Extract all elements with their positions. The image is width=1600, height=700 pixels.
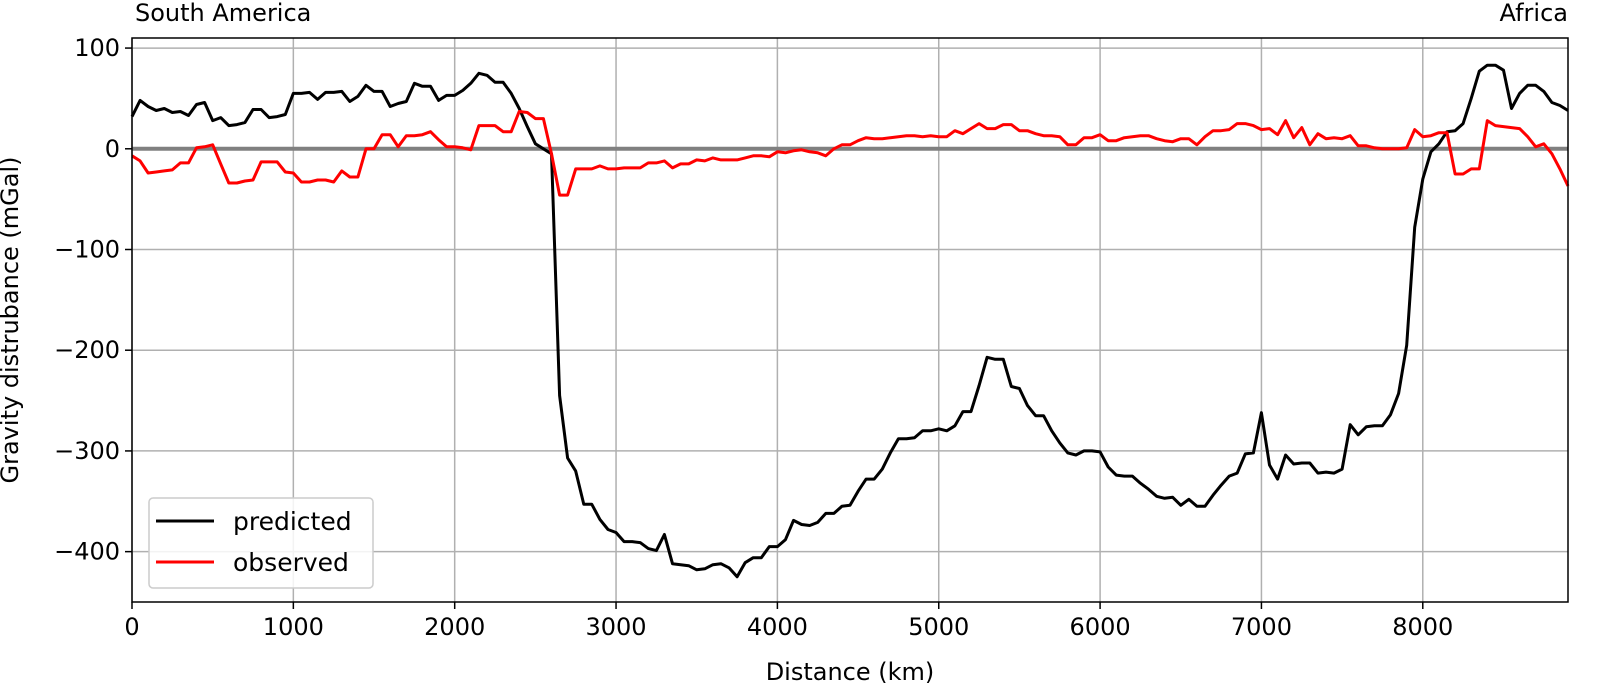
y-tick-label: −200 [54,336,120,364]
y-tick-label: −400 [54,538,120,566]
series-lines [130,63,1570,579]
x-tick-label: 6000 [1070,613,1131,641]
y-tick-label: −300 [54,437,120,465]
x-axis-label: Distance (km) [766,658,935,686]
plot-frame [131,37,1569,603]
x-tick-label: 8000 [1392,613,1453,641]
x-ticks: 0 1000 2000 3000 4000 5000 6000 7000 8000 [124,602,1453,641]
right-region-label: Africa [1500,0,1568,27]
series-line-observed [131,110,1570,197]
x-tick-label: 7000 [1231,613,1292,641]
x-tick-label: 1000 [263,613,324,641]
x-tick-label: 2000 [424,613,485,641]
legend-label-predicted: predicted [233,507,352,536]
x-tick-label: 5000 [908,613,969,641]
y-tick-label: 100 [74,34,120,62]
legend-label-observed: observed [233,548,349,577]
series-line-predicted [130,63,1569,579]
x-tick-label: 4000 [747,613,808,641]
x-tick-label: 0 [124,613,139,641]
y-tick-label: −100 [54,236,120,264]
y-tick-label: 0 [105,135,120,163]
legend: predicted observed [148,497,374,589]
y-axis-label: Gravity distrubance (mGal) [0,157,24,484]
left-region-label: South America [135,0,311,27]
x-tick-label: 3000 [586,613,647,641]
y-ticks: 100 0 −100 −200 −300 −400 [54,34,132,566]
